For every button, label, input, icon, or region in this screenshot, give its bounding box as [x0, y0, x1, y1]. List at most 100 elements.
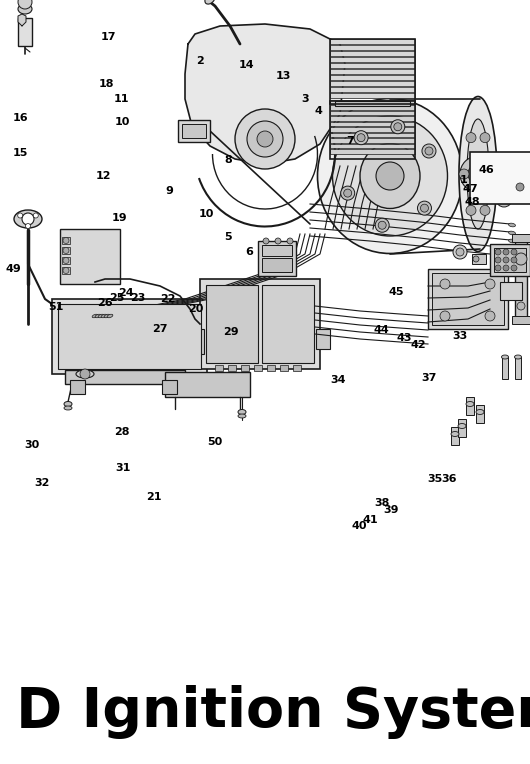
- Text: 25: 25: [109, 293, 125, 303]
- Text: 47: 47: [463, 183, 479, 194]
- Bar: [515, 357, 521, 379]
- Bar: [330, 51, 415, 56]
- Ellipse shape: [467, 119, 489, 229]
- Bar: [458, 419, 466, 437]
- Bar: [267, 365, 275, 371]
- Circle shape: [257, 131, 273, 147]
- Text: 32: 32: [34, 478, 50, 488]
- Circle shape: [425, 147, 433, 155]
- Bar: [70, 380, 85, 394]
- Text: C D Ignition System: C D Ignition System: [0, 685, 530, 739]
- Ellipse shape: [509, 231, 516, 235]
- Text: 17: 17: [101, 31, 117, 42]
- Bar: [262, 258, 292, 272]
- Circle shape: [354, 131, 368, 144]
- Bar: [62, 267, 70, 274]
- Ellipse shape: [317, 99, 463, 254]
- Polygon shape: [18, 14, 26, 26]
- Circle shape: [503, 257, 509, 263]
- Bar: [330, 105, 415, 109]
- Circle shape: [378, 222, 386, 229]
- Ellipse shape: [104, 314, 110, 318]
- Text: 36: 36: [441, 474, 457, 484]
- Circle shape: [357, 134, 365, 141]
- Ellipse shape: [360, 144, 420, 209]
- Bar: [330, 116, 415, 121]
- Bar: [330, 63, 415, 68]
- Bar: [476, 405, 484, 423]
- Text: 37: 37: [421, 373, 437, 384]
- Circle shape: [18, 0, 32, 9]
- Bar: [470, 152, 530, 204]
- Text: 39: 39: [383, 504, 399, 515]
- Bar: [335, 101, 410, 106]
- Bar: [228, 365, 236, 371]
- Circle shape: [511, 265, 517, 271]
- Bar: [432, 273, 504, 325]
- Bar: [62, 257, 70, 264]
- Ellipse shape: [509, 223, 516, 227]
- Bar: [330, 69, 415, 74]
- Bar: [330, 39, 415, 104]
- Circle shape: [453, 245, 467, 259]
- Ellipse shape: [101, 314, 107, 318]
- Text: 2: 2: [197, 56, 204, 66]
- Bar: [330, 39, 415, 44]
- Text: 50: 50: [207, 436, 222, 447]
- Text: 40: 40: [351, 520, 367, 531]
- Bar: [515, 239, 527, 319]
- Bar: [490, 244, 530, 276]
- Text: 48: 48: [465, 196, 481, 207]
- Circle shape: [287, 238, 293, 244]
- Circle shape: [511, 249, 517, 255]
- Circle shape: [485, 311, 495, 321]
- Circle shape: [63, 267, 69, 274]
- Bar: [165, 372, 250, 397]
- Ellipse shape: [458, 423, 466, 429]
- Bar: [62, 247, 70, 254]
- Ellipse shape: [92, 314, 98, 318]
- Bar: [500, 282, 522, 300]
- Circle shape: [80, 369, 90, 379]
- Text: 46: 46: [479, 164, 494, 175]
- Circle shape: [418, 201, 431, 215]
- Bar: [162, 380, 177, 394]
- Bar: [200, 279, 320, 369]
- Bar: [280, 365, 288, 371]
- Ellipse shape: [64, 406, 72, 410]
- Circle shape: [511, 257, 517, 263]
- Ellipse shape: [205, 0, 215, 4]
- Ellipse shape: [459, 96, 497, 251]
- Bar: [330, 101, 415, 159]
- Polygon shape: [185, 24, 345, 164]
- Bar: [262, 245, 292, 256]
- Bar: [512, 234, 530, 242]
- Text: 29: 29: [223, 327, 238, 338]
- Circle shape: [495, 257, 501, 263]
- Bar: [182, 124, 206, 138]
- Circle shape: [517, 302, 525, 310]
- Text: 42: 42: [411, 340, 427, 351]
- Circle shape: [33, 213, 38, 218]
- Text: 20: 20: [188, 304, 204, 315]
- Bar: [241, 365, 249, 371]
- Bar: [293, 365, 301, 371]
- Text: 26: 26: [97, 298, 113, 309]
- Text: 18: 18: [98, 79, 114, 89]
- Circle shape: [495, 265, 501, 271]
- Bar: [254, 365, 262, 371]
- Circle shape: [440, 311, 450, 321]
- Circle shape: [422, 144, 436, 158]
- Bar: [330, 138, 415, 143]
- Bar: [62, 237, 70, 244]
- Circle shape: [473, 256, 479, 262]
- Text: 41: 41: [362, 514, 378, 525]
- Ellipse shape: [64, 402, 72, 406]
- Circle shape: [344, 189, 352, 197]
- Text: 31: 31: [115, 462, 131, 473]
- Text: 23: 23: [130, 293, 146, 303]
- Circle shape: [503, 249, 509, 255]
- Bar: [451, 427, 459, 445]
- Text: 6: 6: [245, 247, 253, 257]
- Text: 9: 9: [166, 186, 173, 196]
